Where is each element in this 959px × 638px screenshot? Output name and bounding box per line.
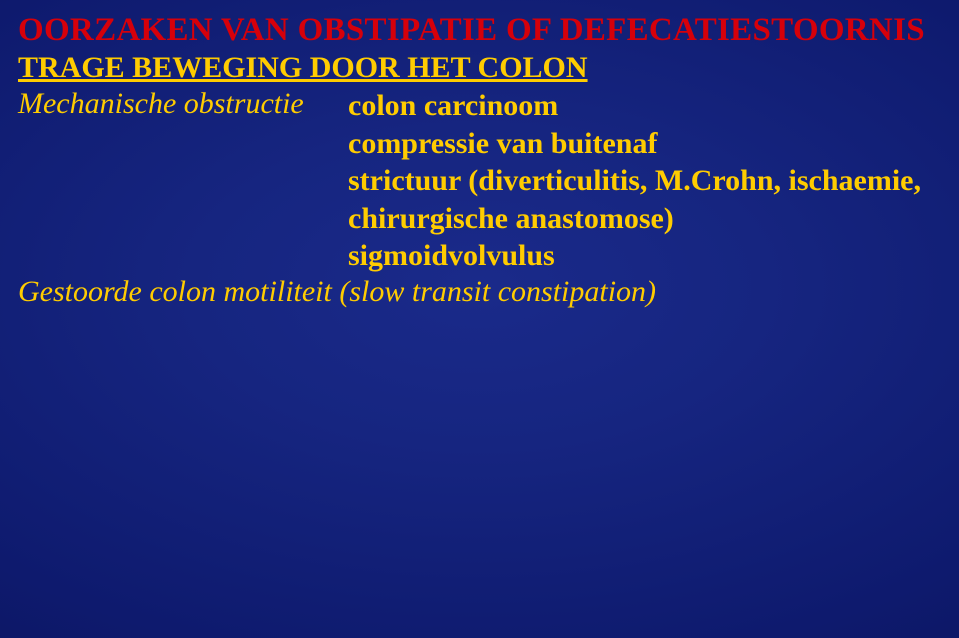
section-item-1: compressie van buitenaf bbox=[348, 125, 941, 163]
slide-subtitle: TRAGE BEWEGING DOOR HET COLON bbox=[18, 51, 941, 85]
section-item-2: strictuur (diverticulitis, M.Crohn, isch… bbox=[348, 162, 941, 200]
section-row: Mechanische obstructie colon carcinoom bbox=[18, 87, 941, 125]
section-label: Mechanische obstructie bbox=[18, 87, 348, 121]
section-item-3: chirurgische anastomose) bbox=[348, 200, 941, 238]
slide-title: OORZAKEN VAN OBSTIPATIE OF DEFECATIESTOO… bbox=[18, 12, 941, 49]
section-item-4: sigmoidvolvulus bbox=[348, 237, 941, 275]
slide: OORZAKEN VAN OBSTIPATIE OF DEFECATIESTOO… bbox=[0, 0, 959, 638]
section-item-0: colon carcinoom bbox=[348, 87, 558, 125]
last-line: Gestoorde colon motiliteit (slow transit… bbox=[18, 275, 941, 309]
